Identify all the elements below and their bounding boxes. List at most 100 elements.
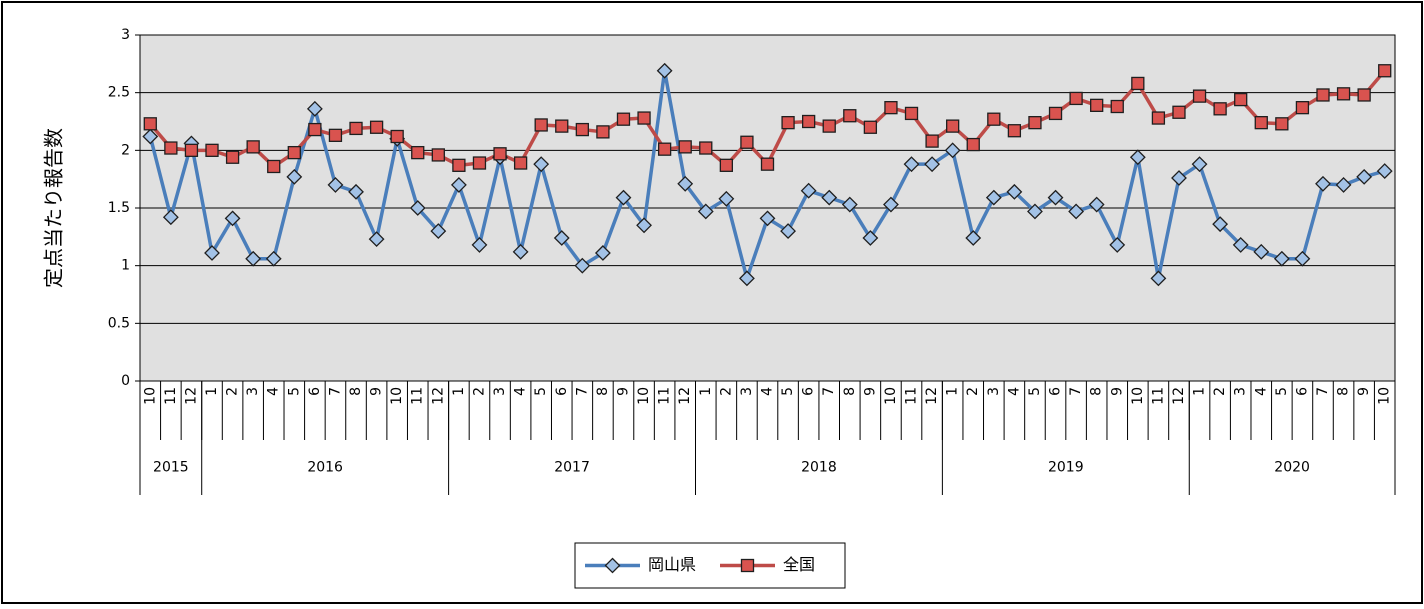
marker <box>267 159 281 174</box>
marker <box>205 143 219 157</box>
marker <box>493 147 507 161</box>
x-tick-label: 4 <box>1253 387 1269 396</box>
y-tick-label: 3 <box>121 27 130 43</box>
x-tick-label: 2 <box>718 387 734 396</box>
marker <box>1129 149 1146 166</box>
marker <box>759 210 776 227</box>
y-tick-label: 2 <box>121 142 130 158</box>
x-tick-label: 8 <box>348 387 364 396</box>
legend-label: 岡山県 <box>648 555 696 574</box>
marker <box>1213 102 1227 116</box>
marker <box>1234 92 1248 107</box>
x-tick-label: 10 <box>883 387 899 405</box>
marker <box>390 129 404 144</box>
x-tick-label: 1 <box>204 387 220 396</box>
x-tick-label: 6 <box>554 387 570 396</box>
marker <box>966 137 980 152</box>
y-tick-label: 2.5 <box>108 85 130 101</box>
marker <box>862 230 879 246</box>
legend-marker <box>740 558 755 573</box>
marker <box>142 128 159 145</box>
x-tick-label: 2 <box>225 387 241 396</box>
marker <box>1232 236 1249 253</box>
year-label: 2016 <box>307 460 343 476</box>
marker <box>677 175 694 192</box>
marker <box>821 189 838 206</box>
marker <box>411 145 425 160</box>
marker <box>1131 76 1145 91</box>
marker <box>431 148 445 162</box>
marker <box>1068 203 1085 220</box>
marker <box>1172 105 1186 119</box>
marker <box>1109 236 1126 253</box>
x-tick-label: 12 <box>1171 387 1187 405</box>
marker <box>349 121 363 136</box>
x-tick-label: 3 <box>739 387 755 396</box>
marker <box>409 200 426 216</box>
marker <box>1253 243 1270 260</box>
marker <box>719 158 734 172</box>
x-tick-label: 5 <box>1027 387 1043 396</box>
marker <box>286 168 303 185</box>
marker <box>863 120 878 134</box>
x-tick-label: 8 <box>842 387 858 396</box>
x-tick-label: 2 <box>471 387 487 396</box>
x-tick-label: 4 <box>266 387 282 396</box>
year-label: 2020 <box>1274 460 1310 476</box>
y-tick-label: 0.5 <box>108 315 130 331</box>
x-tick-label: 11 <box>904 387 920 405</box>
marker <box>780 223 796 239</box>
marker <box>1316 88 1330 102</box>
x-tick-label: 11 <box>1150 387 1166 405</box>
marker <box>348 183 364 200</box>
marker <box>1191 156 1208 173</box>
marker <box>533 156 550 173</box>
x-tick-label: 12 <box>924 387 940 405</box>
x-tick-label: 11 <box>163 387 179 405</box>
marker <box>903 156 920 173</box>
marker <box>184 143 199 157</box>
x-tick-label: 9 <box>1356 387 1372 396</box>
legend-marker <box>604 557 621 574</box>
x-tick-label: 10 <box>142 387 158 405</box>
marker <box>1006 183 1023 200</box>
marker <box>718 190 735 207</box>
x-tick-label: 9 <box>369 387 385 396</box>
x-tick-label: 12 <box>183 387 199 405</box>
marker <box>740 135 754 149</box>
marker <box>1027 203 1043 220</box>
marker <box>1336 87 1351 101</box>
x-tick-label: 11 <box>410 387 426 405</box>
legend-label: 全国 <box>783 555 815 574</box>
x-tick-label: 7 <box>1315 387 1331 396</box>
marker <box>143 117 157 131</box>
marker <box>555 119 569 133</box>
y-tick-label: 1.5 <box>108 200 130 216</box>
marker <box>430 223 447 239</box>
marker <box>904 106 919 121</box>
marker <box>1294 250 1311 267</box>
marker <box>452 158 466 172</box>
x-tick-label: 8 <box>1336 387 1352 396</box>
marker <box>512 243 529 260</box>
marker <box>287 145 301 160</box>
marker <box>616 112 631 126</box>
marker <box>884 101 898 115</box>
marker <box>225 150 240 164</box>
marker <box>1090 98 1104 113</box>
marker <box>1335 177 1352 193</box>
marker <box>265 250 282 267</box>
marker <box>224 210 241 227</box>
year-label: 2019 <box>1048 460 1084 476</box>
marker <box>944 142 961 159</box>
x-tick-label: 2 <box>965 387 981 396</box>
x-tick-label: 3 <box>1233 387 1249 396</box>
x-tick-label: 5 <box>780 387 796 396</box>
x-tick-label: 1 <box>1192 387 1208 396</box>
marker <box>328 128 343 142</box>
marker <box>162 209 179 226</box>
x-tick-label: 6 <box>801 387 817 396</box>
marker <box>925 134 939 148</box>
x-tick-label: 9 <box>862 387 878 396</box>
y-axis-label: 定点当たり報告数 <box>42 128 66 288</box>
